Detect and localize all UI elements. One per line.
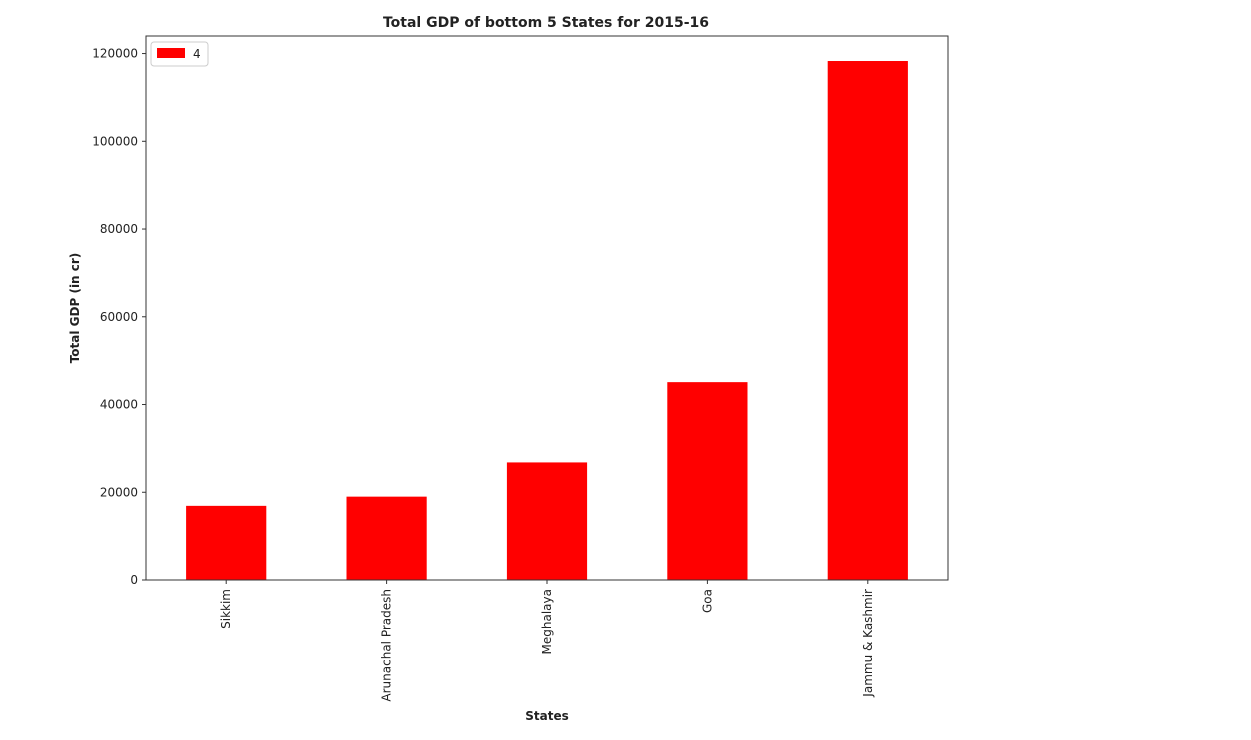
y-tick-label-2: 40000 [100,398,138,412]
plot-frame [145,35,949,581]
y-tick-label-3: 60000 [100,310,138,324]
bar-0 [186,505,267,580]
x-tick-label-1: Arunachal Pradesh [380,589,394,702]
chart-title: Total GDP of bottom 5 States for 2015-16 [383,15,709,31]
y-tick-label-4: 80000 [100,222,138,236]
x-tick-label-0: Sikkim [219,589,233,629]
x-tick-label-2: Meghalaya [540,589,554,654]
x-axis-ticks: Sikkim Arunachal Pradesh Meghalaya Goa Jammu… [219,580,875,702]
legend-swatch [157,48,185,58]
bar-4 [827,61,908,580]
y-axis-ticks: 0 20000 40000 60000 80000 100000 120000 [92,47,146,587]
bars-group [186,61,908,580]
legend-label: 4 [193,47,201,61]
bar-3 [667,382,748,580]
bar-1 [346,496,427,580]
x-tick-label-3: Goa [700,589,714,613]
x-tick-label-4: Jammu & Kashmir [861,589,875,698]
bar-2 [506,462,588,580]
y-tick-label-5: 100000 [92,134,138,148]
y-tick-label-1: 20000 [100,485,138,499]
y-axis-label: Total GDP (in cr) [68,253,82,364]
y-tick-label-6: 120000 [92,47,138,61]
x-axis-label: States [525,709,569,723]
y-tick-label-0: 0 [130,573,138,587]
legend: 4 [150,41,209,67]
